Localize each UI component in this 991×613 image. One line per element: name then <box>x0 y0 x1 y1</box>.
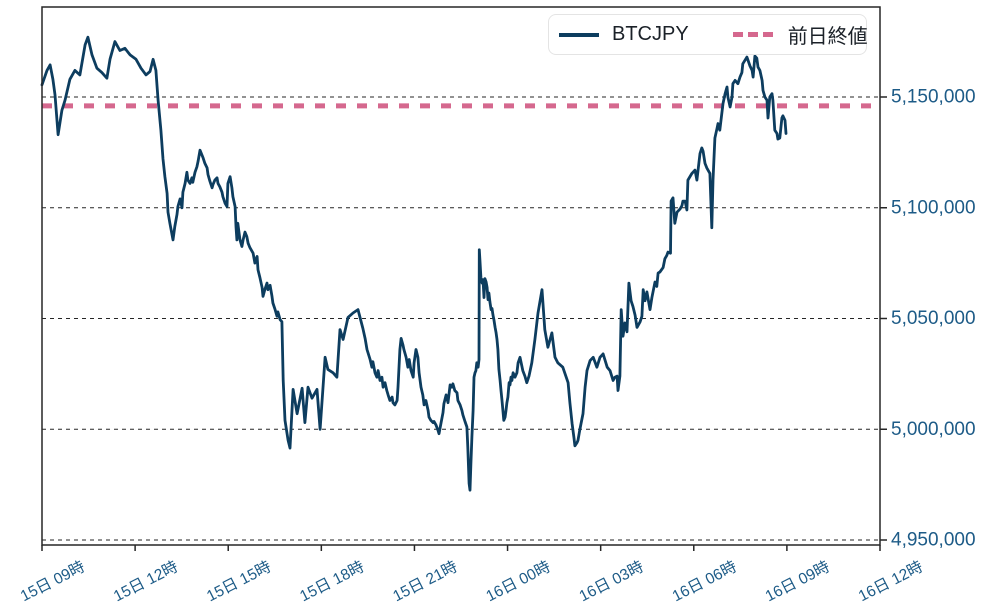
y-tick-label: 5,150,000 <box>891 87 976 108</box>
y-tick-label: 5,100,000 <box>891 197 976 218</box>
y-tick-label: 5,000,000 <box>891 419 976 440</box>
x-tick-label: 16日 06時 <box>669 558 739 606</box>
x-tick-label: 16日 03時 <box>576 558 646 606</box>
legend-label-prev-close: 前日終値 <box>787 26 868 48</box>
x-tick-label: 15日 09時 <box>17 558 87 606</box>
x-tick-label: 15日 21時 <box>390 558 460 606</box>
x-tick-label: 15日 18時 <box>297 558 367 606</box>
x-tick-label: 16日 00時 <box>483 558 553 606</box>
dotted-line-swatch <box>732 32 777 37</box>
solid-line-swatch <box>559 32 599 37</box>
x-tick-label: 16日 09時 <box>762 558 832 606</box>
y-tick-label: 5,050,000 <box>891 308 976 329</box>
x-tick-label: 15日 15時 <box>204 558 274 606</box>
plot-border <box>41 6 881 546</box>
y-tick-label: 4,950,000 <box>891 530 976 551</box>
legend-item-btcjpy[interactable]: BTCJPY <box>559 23 689 46</box>
price-line[interactable] <box>40 35 788 492</box>
legend: BTCJPY 前日終値 <box>548 14 868 55</box>
x-tick-label: 16日 12時 <box>855 558 925 606</box>
legend-item-prev-close[interactable]: 前日終値 <box>732 20 868 49</box>
legend-label-btcjpy: BTCJPY <box>612 23 689 45</box>
x-tick-label: 15日 12時 <box>111 558 181 606</box>
